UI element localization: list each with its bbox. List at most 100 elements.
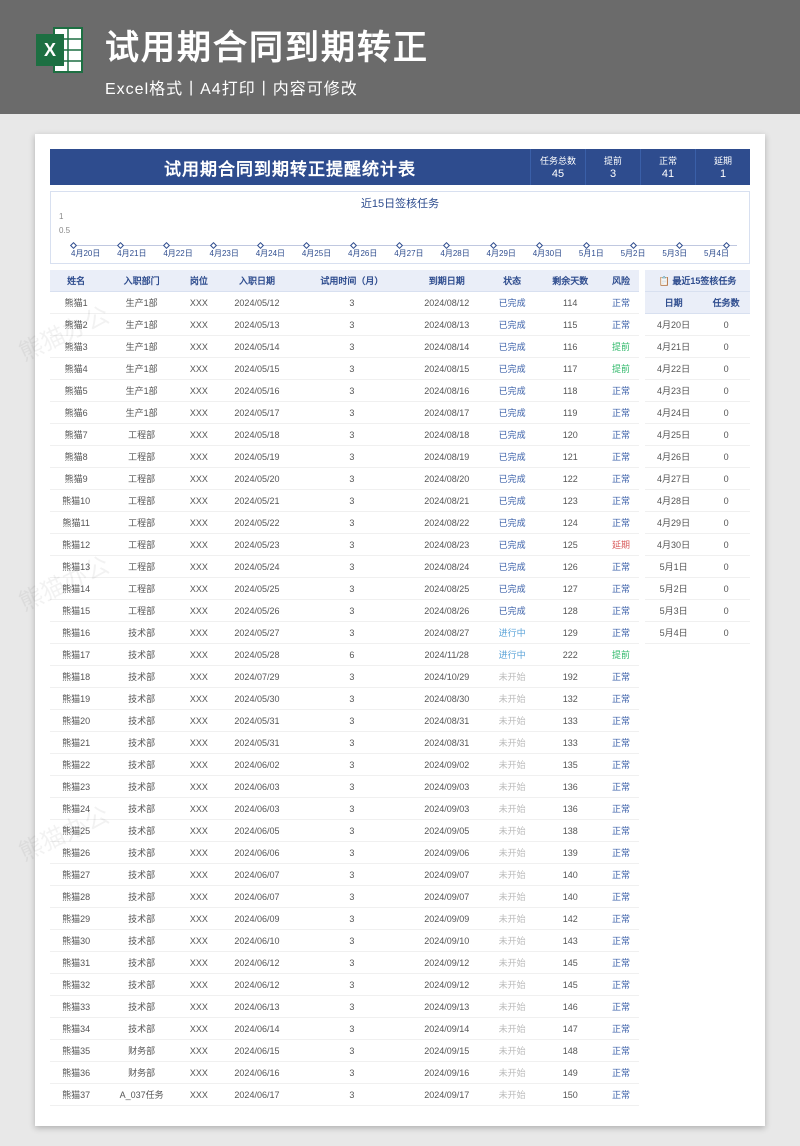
table-cell: 工程部	[102, 424, 181, 446]
table-cell: XXX	[181, 1062, 217, 1084]
table-cell: 已完成	[487, 424, 538, 446]
table-cell: 未开始	[487, 1040, 538, 1062]
stat-value: 41	[662, 168, 674, 180]
table-row: 熊猫3生产1部XXX2024/05/1432024/08/14已完成116提前	[50, 336, 639, 358]
chart-xlabel: 4月25日	[302, 248, 331, 259]
table-cell: 已完成	[487, 578, 538, 600]
table-cell: 技术部	[102, 886, 181, 908]
table-cell: 120	[538, 424, 603, 446]
table-cell: 2024/05/18	[217, 424, 297, 446]
table-cell: 2024/08/31	[407, 710, 487, 732]
table-cell: 熊猫29	[50, 908, 102, 930]
table-cell: XXX	[181, 1084, 217, 1106]
table-cell: 熊猫30	[50, 930, 102, 952]
stat-cell: 提前3	[585, 149, 640, 185]
side-cell: 0	[702, 336, 750, 358]
table-cell: 熊猫28	[50, 886, 102, 908]
table-cell: XXX	[181, 974, 217, 996]
table-cell: 正常	[603, 886, 639, 908]
table-cell: 2024/06/09	[217, 908, 297, 930]
table-cell: 未开始	[487, 732, 538, 754]
table-cell: 2024/05/17	[217, 402, 297, 424]
table-cell: 3	[297, 314, 407, 336]
table-row: 熊猫22技术部XXX2024/06/0232024/09/02未开始135正常	[50, 754, 639, 776]
table-cell: 正常	[603, 754, 639, 776]
table-cell: 2024/06/16	[217, 1062, 297, 1084]
table-row: 熊猫26技术部XXX2024/06/0632024/09/06未开始139正常	[50, 842, 639, 864]
table-row: 熊猫17技术部XXX2024/05/2862024/11/28进行中222提前	[50, 644, 639, 666]
table-cell: 未开始	[487, 930, 538, 952]
table-cell: 2024/05/31	[217, 732, 297, 754]
table-cell: 正常	[603, 952, 639, 974]
table-cell: 熊猫15	[50, 600, 102, 622]
table-cell: 2024/09/16	[407, 1062, 487, 1084]
chart-xlabel: 5月4日	[704, 248, 729, 259]
table-cell: 2024/05/27	[217, 622, 297, 644]
side-row: 5月4日0	[645, 622, 750, 644]
table-row: 熊猫19技术部XXX2024/05/3032024/08/30未开始132正常	[50, 688, 639, 710]
table-cell: 138	[538, 820, 603, 842]
table-cell: 146	[538, 996, 603, 1018]
table-cell: 2024/08/20	[407, 468, 487, 490]
table-cell: XXX	[181, 358, 217, 380]
table-cell: 140	[538, 864, 603, 886]
table-cell: 已完成	[487, 336, 538, 358]
side-cell: 5月3日	[645, 600, 702, 622]
table-cell: 已完成	[487, 292, 538, 314]
table-cell: 生产1部	[102, 292, 181, 314]
table-cell: 熊猫11	[50, 512, 102, 534]
table-row: 熊猫30技术部XXX2024/06/1032024/09/10未开始143正常	[50, 930, 639, 952]
table-cell: 2024/06/05	[217, 820, 297, 842]
table-cell: 已完成	[487, 600, 538, 622]
side-row: 4月28日0	[645, 490, 750, 512]
table-cell: 提前	[603, 336, 639, 358]
table-cell: 正常	[603, 578, 639, 600]
table-cell: 生产1部	[102, 358, 181, 380]
table-col-header: 入职日期	[217, 270, 297, 292]
table-col-header: 试用时间（月）	[297, 270, 407, 292]
table-cell: 6	[297, 644, 407, 666]
table-cell: 2024/05/16	[217, 380, 297, 402]
table-cell: XXX	[181, 578, 217, 600]
table-cell: 2024/08/31	[407, 732, 487, 754]
side-cell: 4月30日	[645, 534, 702, 556]
table-cell: 3	[297, 490, 407, 512]
table-cell: 3	[297, 930, 407, 952]
table-row: 熊猫24技术部XXX2024/06/0332024/09/03未开始136正常	[50, 798, 639, 820]
table-cell: 熊猫26	[50, 842, 102, 864]
table-cell: 3	[297, 732, 407, 754]
table-cell: 未开始	[487, 776, 538, 798]
table-cell: 技术部	[102, 842, 181, 864]
table-cell: 未开始	[487, 1018, 538, 1040]
table-cell: 2024/05/20	[217, 468, 297, 490]
table-cell: 未开始	[487, 952, 538, 974]
table-cell: 熊猫3	[50, 336, 102, 358]
table-cell: 2024/09/12	[407, 974, 487, 996]
side-row: 4月26日0	[645, 446, 750, 468]
table-cell: 2024/10/29	[407, 666, 487, 688]
table-cell: 3	[297, 688, 407, 710]
table-cell: XXX	[181, 952, 217, 974]
table-cell: 技术部	[102, 798, 181, 820]
table-cell: 正常	[603, 292, 639, 314]
table-row: 熊猫23技术部XXX2024/06/0332024/09/03未开始136正常	[50, 776, 639, 798]
chart-xlabel: 5月3日	[662, 248, 687, 259]
table-cell: 已完成	[487, 358, 538, 380]
table-cell: 2024/08/12	[407, 292, 487, 314]
table-cell: XXX	[181, 644, 217, 666]
table-cell: 2024/08/24	[407, 556, 487, 578]
table-cell: XXX	[181, 622, 217, 644]
table-cell: 未开始	[487, 666, 538, 688]
table-cell: XXX	[181, 996, 217, 1018]
stat-cell: 正常41	[640, 149, 695, 185]
stat-cell: 任务总数45	[530, 149, 585, 185]
table-cell: 已完成	[487, 380, 538, 402]
table-row: 熊猫5生产1部XXX2024/05/1632024/08/16已完成118正常	[50, 380, 639, 402]
table-cell: 2024/06/12	[217, 974, 297, 996]
table-cell: XXX	[181, 776, 217, 798]
table-cell: 133	[538, 732, 603, 754]
table-cell: 2024/05/24	[217, 556, 297, 578]
doc-title: 试用期合同到期转正提醒统计表	[50, 149, 530, 185]
chart-xlabel: 4月29日	[487, 248, 516, 259]
table-cell: 2024/05/12	[217, 292, 297, 314]
